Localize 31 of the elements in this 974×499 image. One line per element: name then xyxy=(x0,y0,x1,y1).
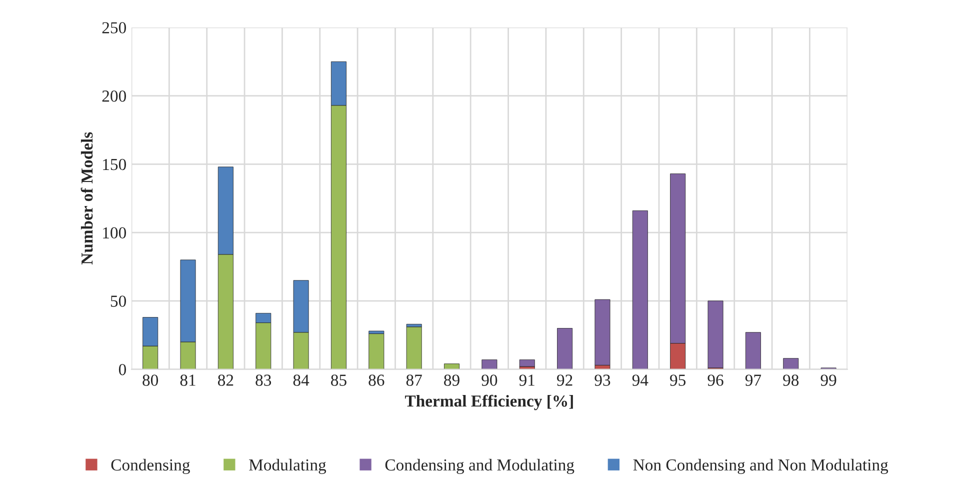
y-tick-label: 250 xyxy=(102,22,126,34)
x-axis-title: Thermal Efficiency [%] xyxy=(404,394,573,410)
legend-label: Condensing xyxy=(111,458,190,474)
legend-label: Condensing and Modulating xyxy=(385,458,574,474)
x-tick-label: 94 xyxy=(632,374,648,386)
x-tick-label: 89 xyxy=(444,374,460,386)
x-tick-label: 83 xyxy=(256,374,272,386)
x-tick-label: 98 xyxy=(783,374,799,386)
x-tick-label: 93 xyxy=(594,374,610,386)
y-axis-title: Number of Models xyxy=(80,132,93,265)
x-tick-label: 99 xyxy=(820,374,836,386)
y-tick-label: 100 xyxy=(103,227,126,238)
x-tick-label: 95 xyxy=(670,374,686,386)
x-tick-label: 82 xyxy=(218,374,234,386)
x-tick-label: 92 xyxy=(556,374,572,386)
x-tick-label: 85 xyxy=(331,374,346,386)
x-tick-label: 84 xyxy=(293,374,310,386)
x-tick-label: 90 xyxy=(482,374,498,386)
x-tick-label: 87 xyxy=(406,374,422,386)
x-tick-label: 81 xyxy=(180,374,196,386)
y-tick-label: 200 xyxy=(102,90,126,102)
legend-label: Non Condensing and Non Modulating xyxy=(633,458,888,474)
x-tick-label: 96 xyxy=(708,374,724,386)
x-tick-label: 97 xyxy=(745,374,762,386)
legend-label: Modulating xyxy=(249,458,326,474)
x-tick-label: 86 xyxy=(368,374,384,386)
y-tick-label: 50 xyxy=(110,296,126,307)
x-tick-label: 91 xyxy=(519,374,534,386)
y-tick-label: 150 xyxy=(103,158,126,170)
y-tick-label: 0 xyxy=(118,364,126,376)
x-tick-label: 80 xyxy=(142,374,158,386)
